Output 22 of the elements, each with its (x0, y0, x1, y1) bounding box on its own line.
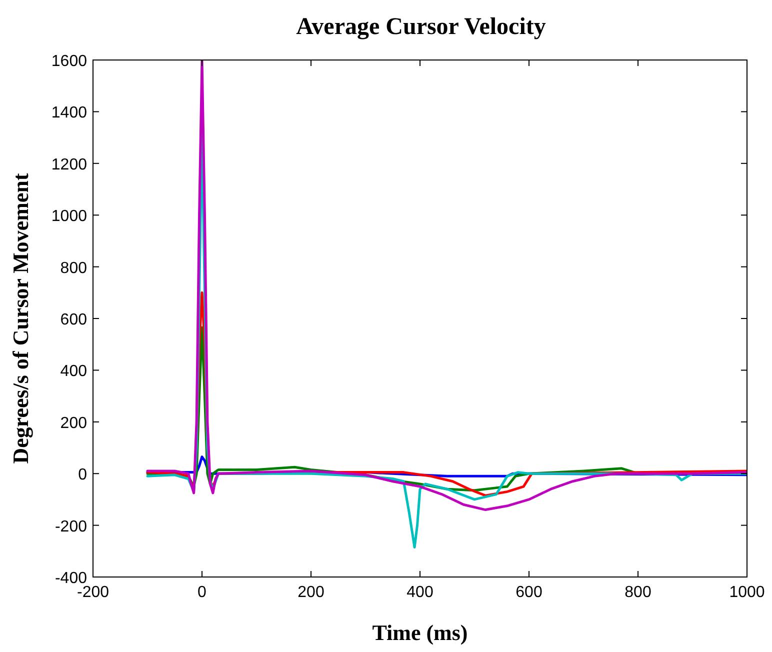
y-tick-label: 1200 (51, 156, 88, 174)
y-tick-label: 0 (78, 466, 88, 484)
x-tick-label: 800 (624, 584, 652, 601)
x-tick-label: 200 (298, 584, 324, 601)
y-tick-label: 1400 (51, 104, 88, 122)
y-tick-label: -200 (54, 518, 88, 536)
y-tick-label: -400 (54, 570, 88, 587)
y-tick-label: 400 (60, 363, 88, 380)
y-tick-label: 600 (60, 312, 88, 328)
x-tick-label: 400 (406, 584, 434, 601)
line-series (146, 60, 747, 512)
x-tick-label: 1000 (729, 584, 765, 601)
y-axis-title: Degrees/s of Cursor Movement (8, 172, 33, 464)
x-tick-label: 0 (198, 584, 207, 601)
x-tick-label: -200 (76, 584, 110, 601)
chart-title: Average Cursor Velocity (296, 14, 546, 40)
y-tick-label: 200 (60, 414, 88, 432)
x-tick-label: 600 (516, 584, 542, 601)
y-tick-label: 1000 (51, 208, 88, 226)
y-tick-label: 1600 (51, 53, 88, 70)
x-axis-title: Time (ms) (372, 620, 468, 645)
y-tick-label: 800 (60, 260, 88, 277)
